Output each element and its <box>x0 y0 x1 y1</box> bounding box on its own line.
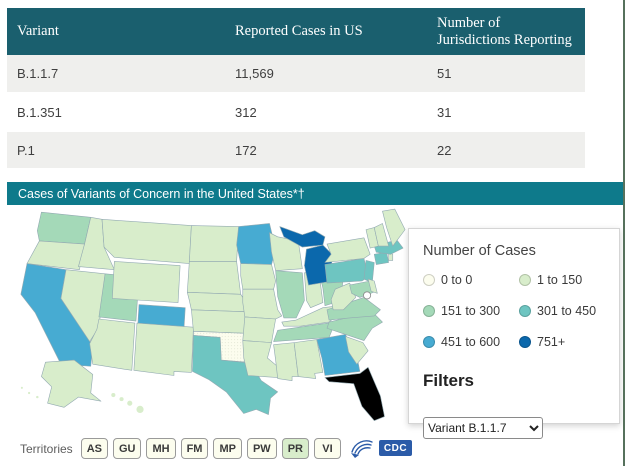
territory-button-VI[interactable]: VI <box>313 438 341 459</box>
state-CT[interactable] <box>373 251 389 265</box>
state-ND[interactable] <box>189 225 239 262</box>
legend-item: 151 to 300 <box>423 304 519 318</box>
us-map-svg <box>20 208 406 422</box>
state-AZ[interactable] <box>89 318 136 371</box>
legend: 0 to 0 1 to 150 151 to 300 301 to 450 45… <box>423 273 607 349</box>
legend-swatch <box>423 305 435 317</box>
state-AR[interactable] <box>242 316 276 343</box>
state-NY[interactable] <box>324 237 371 263</box>
cell-cases: 312 <box>225 93 427 132</box>
state-NH[interactable] <box>373 223 389 247</box>
cell-variant: P.1 <box>7 131 225 170</box>
state-HI[interactable] <box>119 397 124 402</box>
col-header-jurisdictions: Number of Jurisdictions Reporting <box>427 8 585 55</box>
state-DE[interactable] <box>367 278 378 294</box>
state-NE[interactable] <box>186 291 248 313</box>
cdc-logo: CDC <box>379 440 412 456</box>
territory-button-MP[interactable]: MP <box>213 438 242 459</box>
territory-button-PW[interactable]: PW <box>246 438 277 459</box>
col-header-cases: Reported Cases in US <box>225 8 427 55</box>
legend-label: 151 to 300 <box>441 304 501 318</box>
cell-jurisdictions: 31 <box>427 93 585 132</box>
cdc-logo-text: CDC <box>383 442 408 454</box>
state-IL[interactable] <box>275 270 305 319</box>
state-MT[interactable] <box>101 219 192 264</box>
cell-cases: 172 <box>225 131 427 170</box>
hhs-eagle-icon <box>351 440 373 458</box>
legend-item: 0 to 0 <box>423 273 519 287</box>
table-row: B.1.1.7 11,569 51 <box>7 55 585 94</box>
dc-marker[interactable] <box>363 291 372 300</box>
territories-label: Territories <box>20 441 73 456</box>
legend-label: 451 to 600 <box>441 335 501 349</box>
state-IA[interactable] <box>240 263 276 290</box>
cell-variant: B.1.1.7 <box>7 55 225 94</box>
state-FL[interactable] <box>324 366 385 422</box>
cell-jurisdictions: 51 <box>427 55 585 94</box>
state-NM[interactable] <box>133 322 194 376</box>
legend-item: 301 to 450 <box>519 304 615 318</box>
legend-swatch <box>519 305 531 317</box>
table-header-row: Variant Reported Cases in US Number of J… <box>7 8 585 55</box>
territory-button-AS[interactable]: AS <box>80 438 108 459</box>
state-WV[interactable] <box>330 282 357 311</box>
legend-swatch <box>519 274 531 286</box>
state-AK[interactable] <box>36 395 39 399</box>
filters-title: Filters <box>423 371 475 390</box>
state-KS[interactable] <box>191 309 250 334</box>
territories-bar: Territories AS GU MH FM MP PW PR VI <box>20 438 346 459</box>
state-WA[interactable] <box>37 211 92 245</box>
territory-button-GU[interactable]: GU <box>112 438 142 459</box>
state-TX[interactable] <box>192 335 278 415</box>
legend-swatch <box>519 336 531 348</box>
variant-table: Variant Reported Cases in US Number of J… <box>7 8 585 170</box>
state-MN[interactable] <box>236 223 276 265</box>
legend-item: 751+ <box>519 335 615 349</box>
state-HI[interactable] <box>111 392 116 398</box>
territory-button-MH[interactable]: MH <box>146 438 176 459</box>
table-row: B.1.351 312 31 <box>7 93 585 132</box>
state-AK[interactable] <box>20 386 23 389</box>
legend-label: 1 to 150 <box>537 273 583 287</box>
window-edge-line <box>623 0 625 466</box>
state-HI[interactable] <box>136 405 144 413</box>
state-SD[interactable] <box>186 261 242 295</box>
table-row: P.1 172 22 <box>7 131 585 170</box>
state-HI[interactable] <box>127 400 133 406</box>
us-choropleth-map <box>8 206 420 432</box>
variant-filter-select[interactable]: Variant B.1.1.7 <box>423 417 543 439</box>
cell-cases: 11,569 <box>225 55 427 94</box>
state-SC[interactable] <box>345 336 369 365</box>
legend-label: 301 to 450 <box>537 304 597 318</box>
cell-jurisdictions: 22 <box>427 131 585 170</box>
legend-swatch <box>423 274 435 286</box>
state-MI[interactable] <box>279 226 326 248</box>
legend-label: 751+ <box>537 335 566 349</box>
territory-button-PR[interactable]: PR <box>281 438 309 459</box>
state-AK[interactable] <box>41 359 102 408</box>
legend-filter-panel: Number of Cases 0 to 0 1 to 150 151 to 3… <box>408 228 620 439</box>
section-banner-title: Cases of Variants of Concern in the Unit… <box>18 186 305 201</box>
cell-variant: B.1.351 <box>7 93 225 132</box>
state-MO[interactable] <box>242 288 283 320</box>
legend-item: 1 to 150 <box>519 273 615 287</box>
state-OR[interactable] <box>26 240 85 270</box>
legend-swatch <box>423 336 435 348</box>
legend-label: 0 to 0 <box>441 273 473 287</box>
section-banner: Cases of Variants of Concern in the Unit… <box>7 182 623 205</box>
footer-logos: CDC <box>349 436 412 460</box>
legend-item: 451 to 600 <box>423 335 519 349</box>
state-AK[interactable] <box>27 391 31 395</box>
state-WY[interactable] <box>111 261 181 303</box>
territory-button-FM[interactable]: FM <box>180 438 209 459</box>
state-ME[interactable] <box>382 208 406 247</box>
legend-title: Number of Cases <box>423 243 536 259</box>
col-header-variant: Variant <box>7 8 225 55</box>
